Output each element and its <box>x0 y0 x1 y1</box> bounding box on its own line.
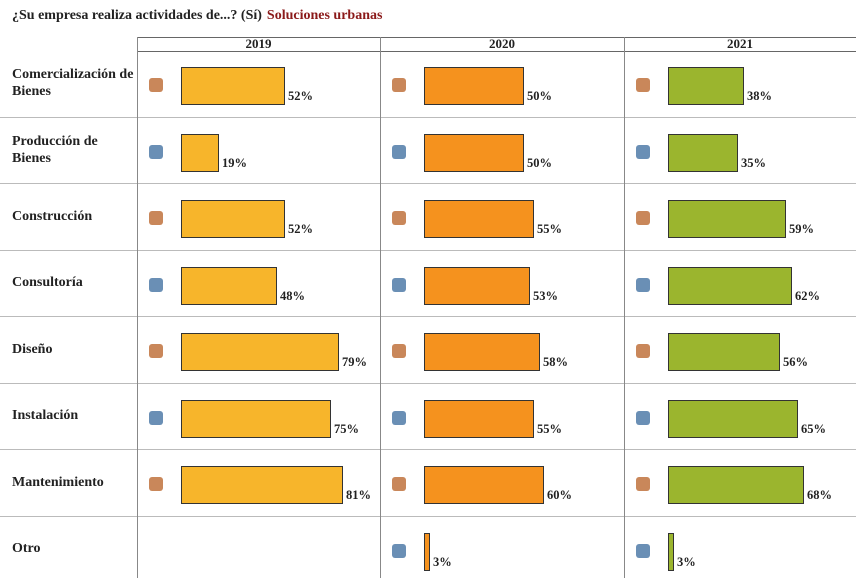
icon <box>636 145 650 159</box>
panel-line <box>380 37 381 578</box>
bar <box>668 67 744 105</box>
value-label: 59% <box>789 222 814 237</box>
year-label: 2020 <box>380 37 624 51</box>
bar <box>668 533 674 571</box>
icon <box>392 145 406 159</box>
value-label: 48% <box>280 289 305 304</box>
category-label: Construcción <box>12 183 136 250</box>
bar <box>424 533 430 571</box>
bar <box>424 200 534 238</box>
category-label: Producción de Bienes <box>12 117 136 184</box>
bar <box>668 333 780 371</box>
bar <box>668 400 798 438</box>
icon <box>636 211 650 225</box>
value-label: 56% <box>783 355 808 370</box>
bar <box>181 200 285 238</box>
value-label: 65% <box>801 422 826 437</box>
value-label: 60% <box>547 488 572 503</box>
icon <box>636 278 650 292</box>
category-label: Mantenimiento <box>12 449 136 516</box>
chart-title: ¿Su empresa realiza actividades de...? (… <box>12 8 387 24</box>
value-label: 19% <box>222 156 247 171</box>
icon <box>636 411 650 425</box>
icon <box>149 344 163 358</box>
icon <box>636 78 650 92</box>
value-label: 50% <box>527 89 552 104</box>
icon <box>392 477 406 491</box>
icon <box>636 477 650 491</box>
year-label: 2021 <box>624 37 856 51</box>
value-label: 62% <box>795 289 820 304</box>
icon <box>392 544 406 558</box>
icon <box>636 344 650 358</box>
value-label: 3% <box>433 555 452 570</box>
bar <box>668 200 786 238</box>
bar <box>181 134 219 172</box>
category-label: Diseño <box>12 316 136 383</box>
bar <box>424 67 524 105</box>
value-label: 53% <box>533 289 558 304</box>
value-label: 81% <box>346 488 371 503</box>
value-label: 55% <box>537 422 562 437</box>
value-label: 79% <box>342 355 367 370</box>
bar <box>668 267 792 305</box>
year-label: 2019 <box>137 37 380 51</box>
value-label: 50% <box>527 156 552 171</box>
title: ¿Su empresa realiza actividades de...? (… <box>12 8 262 23</box>
bar <box>668 134 738 172</box>
panel-line <box>624 37 625 578</box>
bar <box>424 466 544 504</box>
category-label: Consultoría <box>12 250 136 317</box>
icon <box>392 278 406 292</box>
value-label: 55% <box>537 222 562 237</box>
value-label: 52% <box>288 222 313 237</box>
icon <box>149 78 163 92</box>
bar <box>668 466 804 504</box>
bar <box>181 400 331 438</box>
category-label: Comercialización de Bienes <box>12 50 136 117</box>
category-label: Instalación <box>12 383 136 450</box>
icon <box>636 544 650 558</box>
icon <box>392 344 406 358</box>
value-label: 75% <box>334 422 359 437</box>
icon <box>149 411 163 425</box>
panel-line <box>137 37 138 578</box>
value-label: 38% <box>747 89 772 104</box>
bar <box>424 267 530 305</box>
bar <box>181 67 285 105</box>
icon <box>149 211 163 225</box>
icon <box>149 145 163 159</box>
subtitle: Soluciones urbanas <box>267 8 383 23</box>
bar <box>181 333 339 371</box>
value-label: 3% <box>677 555 696 570</box>
value-label: 68% <box>807 488 832 503</box>
bar <box>424 134 524 172</box>
bar <box>181 466 343 504</box>
icon <box>149 477 163 491</box>
icon <box>392 211 406 225</box>
icon <box>392 78 406 92</box>
bar <box>424 400 534 438</box>
value-label: 52% <box>288 89 313 104</box>
category-label: Otro <box>12 516 136 582</box>
bar <box>424 333 540 371</box>
bar <box>181 267 277 305</box>
value-label: 58% <box>543 355 568 370</box>
icon <box>392 411 406 425</box>
value-label: 35% <box>741 156 766 171</box>
icon <box>149 278 163 292</box>
